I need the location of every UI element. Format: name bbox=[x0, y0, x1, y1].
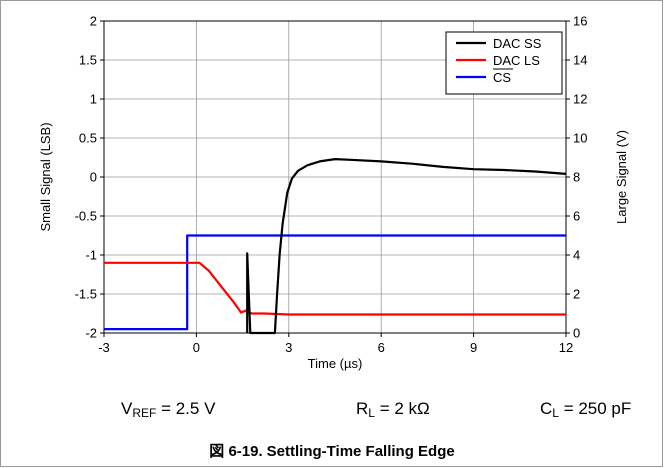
y-right-tick-label: 12 bbox=[573, 92, 587, 107]
y-right-tick-label: 16 bbox=[573, 14, 587, 29]
x-tick-label: 0 bbox=[193, 340, 200, 355]
legend-label: DAC LS bbox=[493, 53, 540, 68]
y-right-tick-label: 14 bbox=[573, 53, 587, 68]
x-tick-label: 6 bbox=[378, 340, 385, 355]
y-right-tick-label: 8 bbox=[573, 170, 580, 185]
y-left-tick-label: 2 bbox=[90, 14, 97, 29]
x-axis-label: Time (µs) bbox=[308, 356, 363, 371]
y-left-tick-label: 1.5 bbox=[79, 53, 97, 68]
figure-number: 図 6-19. bbox=[209, 443, 263, 460]
figure-title: Settling-Time Falling Edge bbox=[266, 443, 455, 460]
x-tick-label: 12 bbox=[559, 340, 573, 355]
y-left-tick-label: 0 bbox=[90, 170, 97, 185]
y-left-tick-label: -0.5 bbox=[75, 209, 97, 224]
y-right-tick-label: 6 bbox=[573, 209, 580, 224]
y-right-tick-label: 10 bbox=[573, 131, 587, 146]
condition-cl: CL = 250 pF bbox=[540, 399, 632, 420]
series-line-dac-ls bbox=[104, 261, 566, 316]
series-line-cs bbox=[104, 234, 566, 331]
legend-label: DAC SS bbox=[493, 36, 542, 51]
condition-rl: RL = 2 kΩ bbox=[356, 399, 430, 420]
legend-label: CS bbox=[493, 70, 511, 85]
settling-time-chart: -3 0 3 6 9 12 2 1.5 1 0.5 0 -0.5 -1 -1.5 -2 16 14 12 10 8 6 4… bbox=[38, 14, 629, 372]
x-tick-label: 3 bbox=[285, 340, 292, 355]
y-right-axis-label: Large Signal (V) bbox=[614, 130, 629, 224]
y-left-tick-label: -2 bbox=[85, 326, 97, 341]
y-left-tick-label: 0.5 bbox=[79, 131, 97, 146]
figure-caption: 図 6-19. Settling-Time Falling Edge bbox=[0, 440, 664, 461]
y-left-axis-label: Small Signal (LSB) bbox=[38, 122, 53, 231]
condition-vref: VREF = 2.5 V bbox=[121, 399, 216, 420]
y-left-tick-label: 1 bbox=[90, 92, 97, 107]
x-tick-label: 9 bbox=[470, 340, 477, 355]
y-right-tick-label: 2 bbox=[573, 287, 580, 302]
y-left-tick-label: -1 bbox=[85, 248, 97, 263]
x-tick-label: -3 bbox=[98, 340, 110, 355]
y-right-tick-label: 4 bbox=[573, 248, 580, 263]
y-left-tick-label: -1.5 bbox=[75, 287, 97, 302]
y-right-tick-label: 0 bbox=[573, 326, 580, 341]
series-line-dac-ss bbox=[246, 158, 567, 335]
